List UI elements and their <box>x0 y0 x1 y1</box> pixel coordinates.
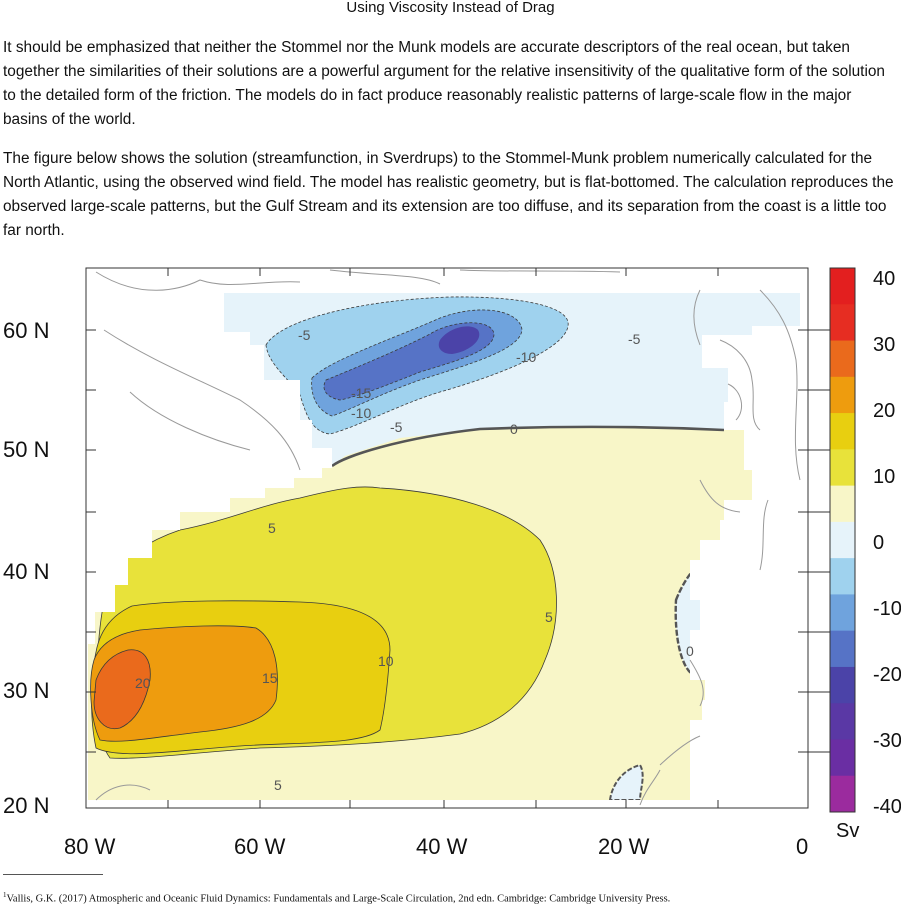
contour-label: -5 <box>628 331 641 347</box>
lon-label: 80 W <box>64 834 116 859</box>
colorbar-swatch <box>830 521 855 559</box>
contour-label: -15 <box>351 385 371 401</box>
lat-label: 40 N <box>3 559 50 584</box>
lon-label: 20 W <box>598 834 650 859</box>
contour-label: 5 <box>274 777 282 793</box>
contour-label: -10 <box>351 405 371 421</box>
contour-label: 0 <box>510 421 518 437</box>
colorbar-swatch <box>830 594 855 632</box>
colorbar-frame <box>829 267 856 813</box>
contour-label: 5 <box>268 520 276 536</box>
lat-label: 60 N <box>3 318 50 343</box>
lon-label: 0 <box>796 834 809 859</box>
lat-label: 30 N <box>3 678 50 703</box>
footnote-text: Vallis, G.K. (2017) Atmospheric and Ocea… <box>6 893 671 905</box>
contour-label: 10 <box>378 653 394 669</box>
colorbar-label: 10 <box>873 466 896 488</box>
contour-label: -5 <box>298 327 311 343</box>
colorbar-label: -30 <box>873 730 901 752</box>
contour-label: 20 <box>135 675 151 691</box>
footnote-rule <box>3 874 103 875</box>
footnote-marker: 1 <box>3 891 7 899</box>
colorbar-swatch <box>830 703 855 740</box>
lon-label: 60 W <box>234 834 286 859</box>
lat-label: 20 N <box>3 793 50 818</box>
colorbar-swatch <box>830 775 855 813</box>
paragraph-1: It should be emphasized that neither the… <box>3 39 885 128</box>
colorbar-swatch <box>830 739 855 777</box>
colorbar-label: -10 <box>873 598 901 620</box>
colorbar-swatch <box>830 376 855 414</box>
colorbar-swatch <box>830 485 855 523</box>
colorbar <box>830 268 855 813</box>
colorbar-unit: Sv <box>836 820 860 842</box>
section-title: Using Viscosity Instead of Drag <box>346 0 555 16</box>
colorbar-swatch <box>830 558 855 595</box>
colorbar-label: 40 <box>873 268 896 290</box>
contour-label: 0 <box>686 643 694 659</box>
lat-label: 50 N <box>3 437 50 462</box>
contour-label: -5 <box>390 419 403 435</box>
contour-label: 15 <box>262 670 278 686</box>
colorbar-swatch <box>830 304 855 342</box>
contour-label: -10 <box>516 349 536 365</box>
contour-label: 5 <box>545 609 553 625</box>
footnote: 1Vallis, G.K. (2017) Atmospheric and Oce… <box>3 891 670 905</box>
colorbar-swatch <box>830 666 855 704</box>
colorbar-swatch <box>830 340 855 378</box>
colorbar-swatch <box>830 449 855 487</box>
lon-label: 40 W <box>416 834 468 859</box>
colorbar-swatch <box>830 268 855 305</box>
colorbar-label: 20 <box>873 400 896 422</box>
colorbar-swatch <box>830 630 855 668</box>
colorbar-label: 0 <box>873 532 885 554</box>
colorbar-swatch <box>830 413 855 450</box>
paragraph-2: The figure below shows the solution (str… <box>3 150 894 239</box>
colorbar-label: -20 <box>873 664 901 686</box>
colorbar-label: 30 <box>873 334 896 356</box>
colorbar-label: -40 <box>873 796 901 818</box>
map-frame <box>85 267 809 809</box>
